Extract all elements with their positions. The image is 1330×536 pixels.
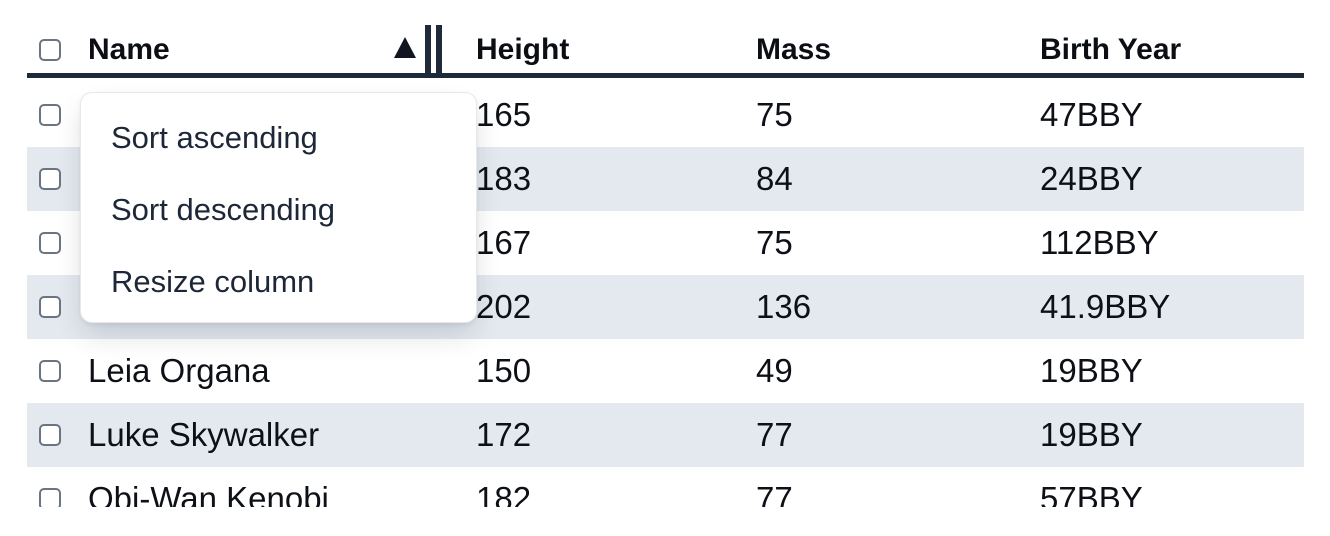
row-checkbox[interactable] <box>39 168 61 190</box>
row-select-cell <box>27 168 76 190</box>
row-select-cell <box>27 104 76 126</box>
select-all-cell <box>27 0 76 73</box>
sort-ascending-icon <box>394 37 416 58</box>
column-header-name[interactable]: Name <box>76 0 464 75</box>
row-select-cell <box>27 488 76 507</box>
cell-mass: 75 <box>756 224 793 261</box>
column-header-height[interactable]: Height <box>464 0 744 73</box>
cell-height: 183 <box>476 160 532 197</box>
cell-mass: 75 <box>756 96 793 133</box>
cell-name: Leia Organa <box>88 352 270 389</box>
table-row: Leia Organa 150 49 19BBY <box>27 339 1304 403</box>
cell-name: Obi-Wan Kenobi <box>88 480 329 507</box>
cell-birth-year: 57BBY <box>1040 480 1143 507</box>
table-body: 165 75 47BBY 183 84 24BBY 167 75 112BBY … <box>27 78 1304 507</box>
cell-height: 165 <box>476 96 532 133</box>
cell-birth-year: 19BBY <box>1040 416 1143 453</box>
cell-birth-year: 47BBY <box>1040 96 1143 133</box>
cell-height: 150 <box>476 352 532 389</box>
cell-birth-year: 41.9BBY <box>1040 288 1171 325</box>
cell-name: Luke Skywalker <box>88 416 320 453</box>
cell-birth-year: 112BBY <box>1040 224 1159 261</box>
column-context-menu: Sort ascending Sort descending Resize co… <box>80 92 477 323</box>
cell-mass: 77 <box>756 480 793 507</box>
row-checkbox[interactable] <box>39 488 61 507</box>
row-checkbox[interactable] <box>39 424 61 446</box>
table-row: Obi-Wan Kenobi 182 77 57BBY <box>27 467 1304 507</box>
cell-birth-year: 24BBY <box>1040 160 1143 197</box>
cell-mass: 49 <box>756 352 793 389</box>
cell-height: 167 <box>476 224 532 261</box>
row-select-cell <box>27 232 76 254</box>
row-checkbox[interactable] <box>39 104 61 126</box>
column-header-birth-year-label: Birth Year <box>1040 32 1182 66</box>
cell-height: 202 <box>476 288 532 325</box>
row-checkbox[interactable] <box>39 232 61 254</box>
column-resize-handle[interactable] <box>425 25 442 75</box>
cell-mass: 77 <box>756 416 793 453</box>
column-header-birth-year[interactable]: Birth Year <box>1028 0 1304 73</box>
column-header-name-label: Name <box>88 32 170 66</box>
menu-item-resize-column[interactable]: Resize column <box>111 264 315 299</box>
cell-mass: 84 <box>756 160 793 197</box>
cell-birth-year: 19BBY <box>1040 352 1143 389</box>
table-header-row: Name Height Mass Birth Year <box>27 0 1304 78</box>
row-checkbox[interactable] <box>39 360 61 382</box>
row-select-cell <box>27 360 76 382</box>
column-header-mass-label: Mass <box>756 32 832 66</box>
menu-item-sort-descending[interactable]: Sort descending <box>111 192 336 227</box>
cell-height: 172 <box>476 416 532 453</box>
row-select-cell <box>27 296 76 318</box>
column-header-height-label: Height <box>476 32 570 66</box>
cell-mass: 136 <box>756 288 812 325</box>
table-row: Luke Skywalker 172 77 19BBY <box>27 403 1304 467</box>
row-select-cell <box>27 424 76 446</box>
row-checkbox[interactable] <box>39 296 61 318</box>
select-all-checkbox[interactable] <box>39 38 61 61</box>
column-header-mass[interactable]: Mass <box>744 0 1028 73</box>
menu-item-sort-ascending[interactable]: Sort ascending <box>111 120 318 155</box>
cell-height: 182 <box>476 480 532 507</box>
characters-table: Name Height Mass Birth Year 165 75 47BBY <box>27 0 1304 507</box>
